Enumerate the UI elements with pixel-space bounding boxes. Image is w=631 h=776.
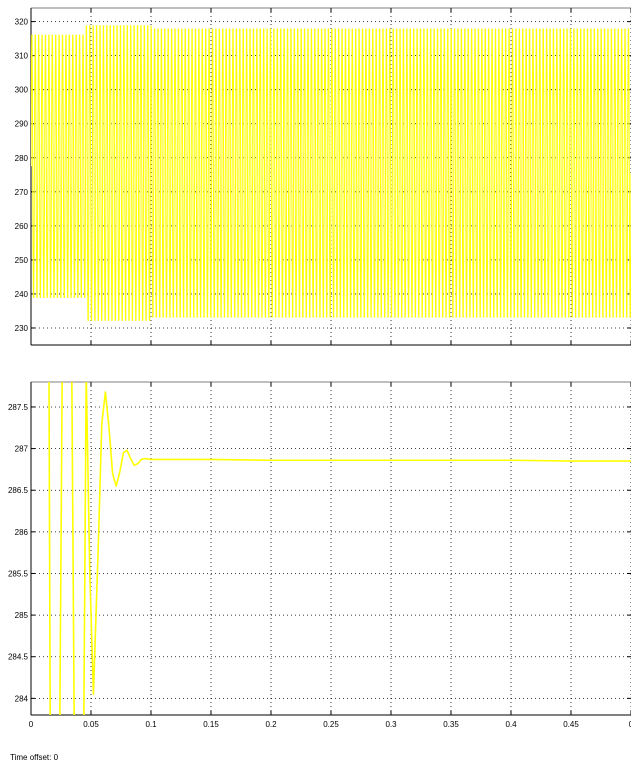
top-y-tick-label: 270 bbox=[15, 188, 29, 197]
top-y-tick-label: 250 bbox=[15, 256, 29, 265]
time-offset-value: 0 bbox=[53, 753, 59, 762]
bottom-plot-area bbox=[31, 382, 631, 715]
top-series-line bbox=[31, 25, 631, 321]
time-offset-label: Time offset: bbox=[10, 753, 52, 762]
bottom-y-tick-label: 285.5 bbox=[8, 569, 29, 578]
bottom-y-tick-label: 287 bbox=[15, 445, 29, 454]
top-y-tick-label: 280 bbox=[15, 154, 29, 163]
top-y-tick-label: 320 bbox=[15, 18, 29, 27]
bottom-x-tick-label: 0 bbox=[29, 720, 34, 729]
bottom-y-tick-label: 284 bbox=[15, 694, 29, 703]
top-y-tick-label: 240 bbox=[15, 290, 29, 299]
bottom-x-tick-label: 0.35 bbox=[443, 720, 459, 729]
bottom-y-tick-label: 286.5 bbox=[8, 486, 29, 495]
bottom-y-tick-label: 284.5 bbox=[8, 653, 29, 662]
bottom-x-tick-label: 0.4 bbox=[505, 720, 517, 729]
top-plot: 230 240 250 260 270 280 290 300 310 320 bbox=[15, 7, 631, 346]
bottom-x-tick-label: 0.1 bbox=[145, 720, 157, 729]
top-y-tick-label: 290 bbox=[15, 120, 29, 129]
time-offset-readout: Time offset: 0 bbox=[10, 753, 58, 762]
bottom-x-tick-label: 0.2 bbox=[265, 720, 277, 729]
bottom-series-line bbox=[48, 382, 631, 715]
bottom-x-tick-label: 0.3 bbox=[385, 720, 397, 729]
bottom-x-tick-label: 0 bbox=[629, 720, 631, 729]
bottom-y-tick-label: 285 bbox=[15, 611, 29, 620]
bottom-x-tick-label: 0.15 bbox=[203, 720, 219, 729]
top-y-tick-label: 230 bbox=[15, 324, 29, 333]
bottom-plot: 284 284.5 285 285.5 286 286.5 287 287.5 0 0.05 0.1… bbox=[8, 381, 631, 729]
bottom-x-tick-label: 0.05 bbox=[83, 720, 99, 729]
top-y-tick-label: 300 bbox=[15, 86, 29, 95]
bottom-y-tick-label: 286 bbox=[15, 528, 29, 537]
bottom-x-tick-label: 0.45 bbox=[563, 720, 579, 729]
bottom-y-tick-label: 287.5 bbox=[8, 403, 29, 412]
top-y-tick-label: 310 bbox=[15, 52, 29, 61]
top-y-tick-label: 260 bbox=[15, 222, 29, 231]
bottom-x-tick-label: 0.25 bbox=[323, 720, 339, 729]
